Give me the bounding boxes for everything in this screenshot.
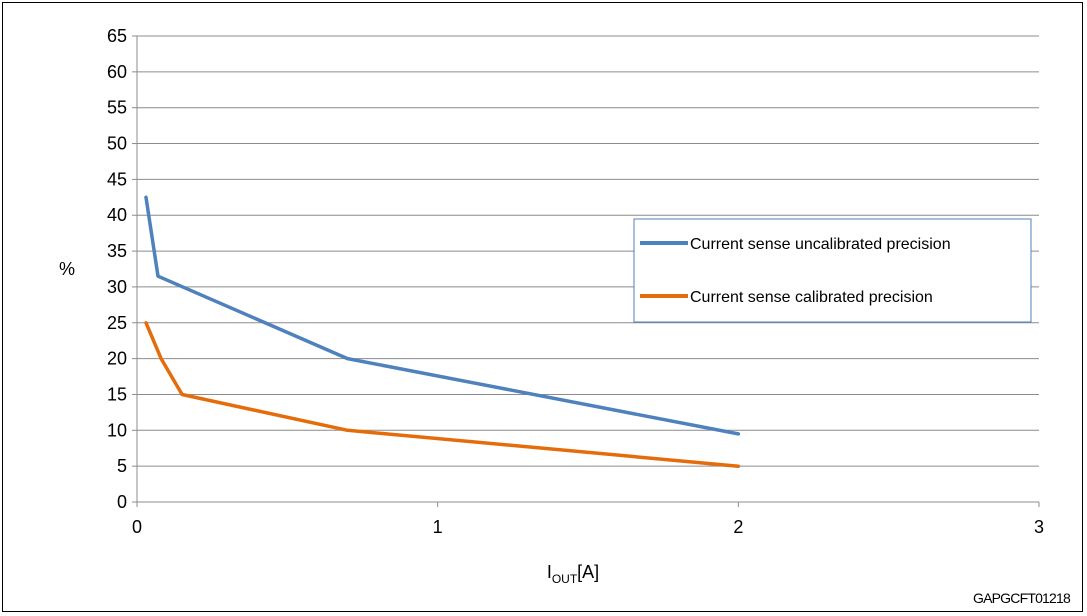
y-tick-label: 25 bbox=[107, 313, 127, 333]
y-tick-label: 60 bbox=[107, 62, 127, 82]
y-tick-label: 45 bbox=[107, 169, 127, 189]
x-tick-label: 3 bbox=[1034, 517, 1044, 537]
y-tick-label: 5 bbox=[117, 456, 127, 476]
series-lines bbox=[144, 195, 741, 468]
figure-code: GAPGCFT01218 bbox=[973, 590, 1071, 606]
legend: Current sense uncalibrated precision Cur… bbox=[633, 218, 1032, 323]
y-tick-label: 50 bbox=[107, 134, 127, 154]
y-tick-label: 35 bbox=[107, 241, 127, 261]
y-tick-label: 15 bbox=[107, 384, 127, 404]
x-tick-label: 0 bbox=[132, 517, 142, 537]
y-tick-label: 55 bbox=[107, 98, 127, 118]
x-axis-label: IOUT[A] bbox=[547, 562, 599, 586]
y-tick-labels: 0 5 10 15 20 25 30 35 40 45 50 55 60 65 bbox=[107, 26, 127, 512]
y-tick-label: 0 bbox=[117, 492, 127, 512]
legend-label-calibrated: Current sense calibrated precision bbox=[690, 289, 933, 306]
y-tick-label: 30 bbox=[107, 277, 127, 297]
x-tick-labels: 0 1 2 3 bbox=[132, 517, 1044, 537]
gridlines bbox=[132, 35, 1040, 507]
y-tick-label: 40 bbox=[107, 205, 127, 225]
axes bbox=[136, 36, 1039, 503]
y-tick-label: 10 bbox=[107, 420, 127, 440]
y-tick-label: 20 bbox=[107, 349, 127, 369]
legend-box bbox=[633, 218, 1032, 323]
x-tick-label: 2 bbox=[733, 517, 743, 537]
series-line-uncalibrated bbox=[144, 195, 741, 436]
legend-label-uncalibrated: Current sense uncalibrated precision bbox=[690, 236, 951, 253]
x-axis-label-unit: [A] bbox=[577, 562, 599, 582]
y-tick-label: 65 bbox=[107, 26, 127, 46]
x-tick-label: 1 bbox=[433, 517, 443, 537]
series-line-calibrated bbox=[144, 321, 741, 468]
x-axis-label-sub: OUT bbox=[552, 572, 578, 586]
y-axis-label: % bbox=[59, 259, 75, 279]
x-axis-label-main: I bbox=[547, 562, 552, 582]
